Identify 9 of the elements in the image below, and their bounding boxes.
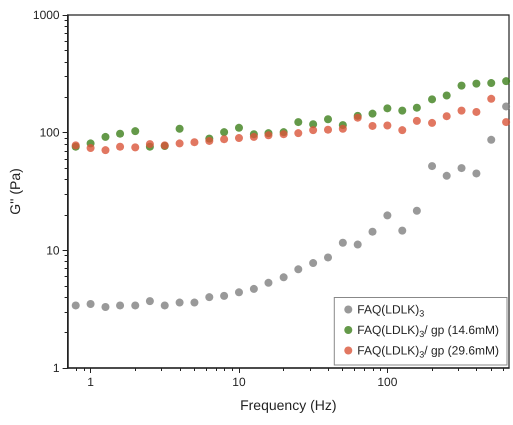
x-axis-title: Frequency (Hz): [240, 397, 337, 413]
y-tick-label: 1000: [32, 8, 60, 22]
x-tick-label: 10: [232, 375, 246, 389]
y-axis-title: G'' (Pa): [7, 168, 23, 215]
x-tick-label: 100: [377, 375, 398, 389]
y-tick-label: 10: [46, 243, 60, 258]
x-tick-label: 1: [87, 375, 94, 389]
y-tick-label: 100: [40, 126, 60, 140]
y-tick-label: 1: [52, 361, 60, 375]
